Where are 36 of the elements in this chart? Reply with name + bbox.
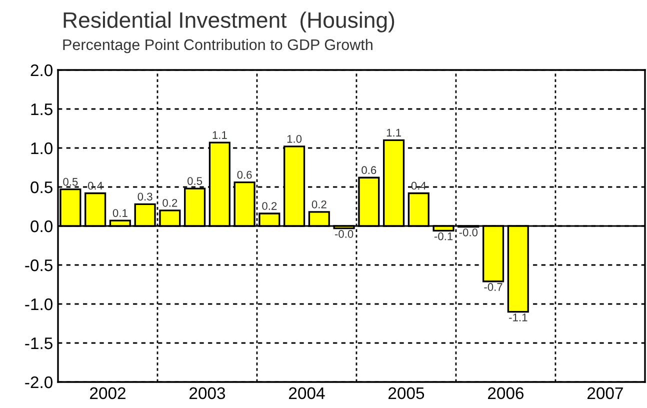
data-label: -1.1 <box>509 314 528 322</box>
x-tick-label: 2007 <box>588 387 623 400</box>
x-tick-label: 2003 <box>190 387 226 400</box>
data-label: 0.5 <box>63 178 78 186</box>
data-label: 0.4 <box>88 182 103 190</box>
data-label: 1.0 <box>287 134 302 143</box>
x-tick-label: 2002 <box>90 387 126 400</box>
data-label: 1.1 <box>212 131 227 139</box>
chart-title: Residential Investment (Housing) <box>64 12 394 32</box>
data-label: 0.2 <box>162 198 178 207</box>
y-tick-label: 0.0 <box>30 220 52 232</box>
x-tick-label: 2006 <box>488 387 524 400</box>
y-tick-label: -1.5 <box>25 338 52 350</box>
data-label: -0.0 <box>334 230 354 238</box>
y-tick-label: 1.0 <box>31 142 52 154</box>
data-label: -0.1 <box>434 232 453 240</box>
data-label: 0.1 <box>112 209 128 217</box>
y-tick-label: -2.0 <box>25 376 52 388</box>
data-label: 1.1 <box>386 128 401 137</box>
y-tick-label: -0.5 <box>25 259 52 272</box>
data-label: 0.3 <box>138 192 152 201</box>
y-tick-label: -1.0 <box>25 298 52 310</box>
y-tick-label: 0.5 <box>30 181 52 194</box>
data-label: 0.5 <box>188 177 202 185</box>
data-label: 0.6 <box>362 166 376 174</box>
chart-subtitle: Percentage Point Contribution to GDP Growth <box>63 38 372 54</box>
data-label: 0.2 <box>312 200 326 208</box>
y-tick-label: 1.5 <box>31 104 52 116</box>
data-label: 0.6 <box>237 170 252 179</box>
data-label: 0.4 <box>411 182 426 190</box>
x-tick-label: 2005 <box>388 387 424 400</box>
data-label: -0.7 <box>484 283 502 291</box>
y-tick-label: 2.0 <box>30 64 52 76</box>
data-label: 0.2 <box>262 202 277 210</box>
x-tick-label: 2004 <box>289 387 325 400</box>
data-label: -0.0 <box>459 228 478 236</box>
